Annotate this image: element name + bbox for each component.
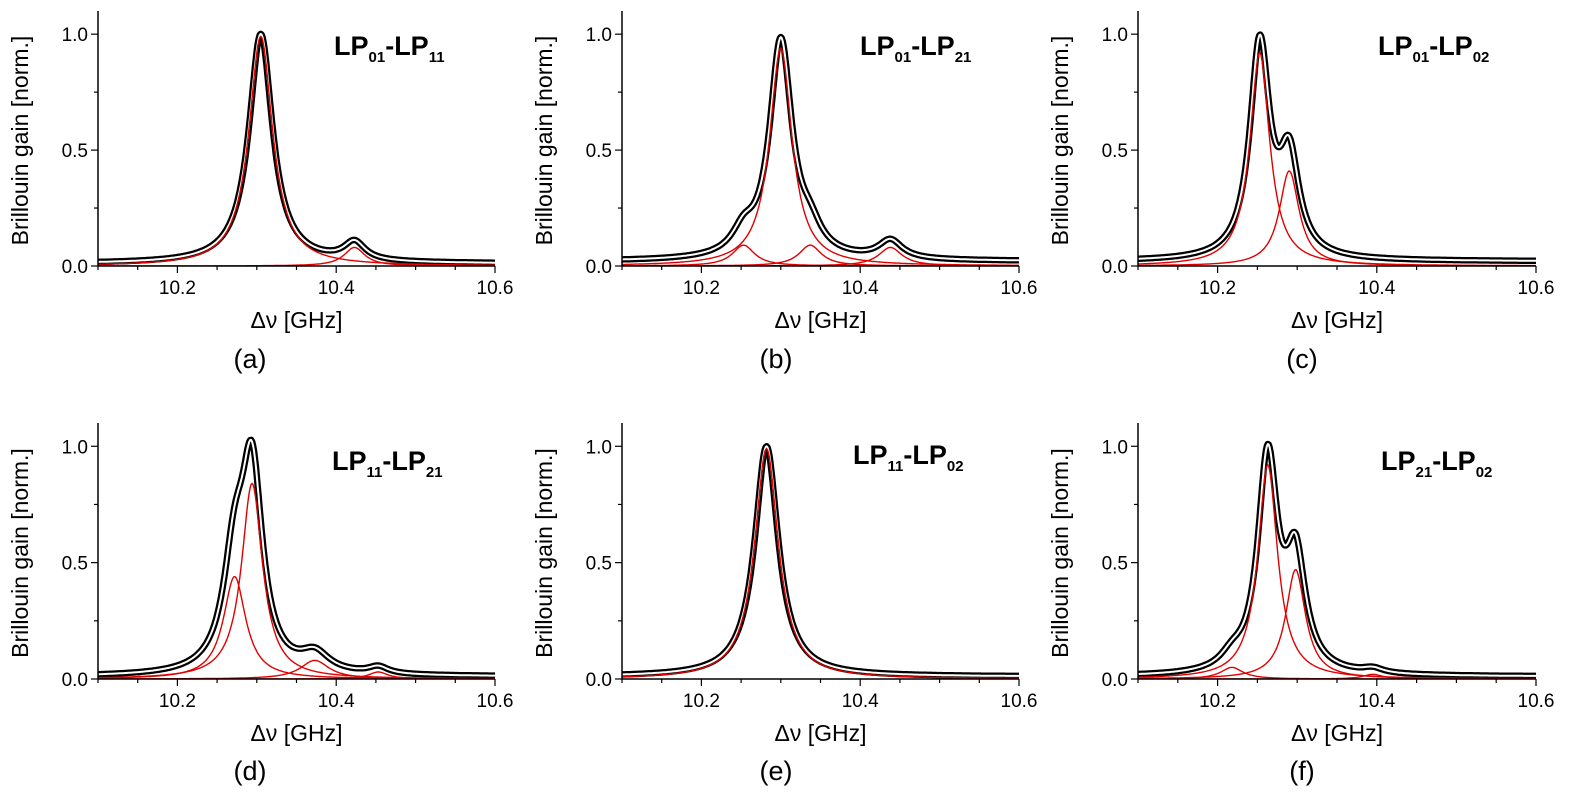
panel-label: (f) <box>1289 756 1314 786</box>
x-tick-label: 10.6 <box>477 278 514 299</box>
y-axis-label: Brillouin gain [norm.] <box>7 36 33 246</box>
measured-spectrum-outline <box>98 30 495 266</box>
y-tick-label: 0.5 <box>586 141 612 162</box>
chart-panel-6: 10.2 10.4 10.6 0.0 0.5 1.0 Δν [GHz] Brillouin g… <box>1047 423 1554 786</box>
x-tick-label: 10.4 <box>842 691 879 712</box>
y-axis-label: Brillouin gain [norm.] <box>531 448 557 658</box>
panel-label: (d) <box>234 756 267 786</box>
y-tick-label: 0.5 <box>586 554 612 575</box>
x-tick-label: 10.2 <box>1199 278 1236 299</box>
y-tick-label: 0.0 <box>1102 257 1128 278</box>
fit-peak-1 <box>622 46 1019 266</box>
x-tick-label: 10.4 <box>1358 691 1395 712</box>
fit-peak-1 <box>98 35 495 266</box>
chart-panel-1: 10.2 10.4 10.6 0.0 0.5 1.0 Δν [GHz] Brillouin g… <box>7 11 513 374</box>
panel-label: (e) <box>760 756 793 786</box>
y-tick-label: 0.0 <box>1102 670 1128 691</box>
x-tick-label: 10.2 <box>1199 691 1236 712</box>
y-tick-label: 0.5 <box>62 141 88 162</box>
fit-peak-1 <box>1138 463 1536 679</box>
x-tick-label: 10.4 <box>318 691 355 712</box>
measured-spectrum-outline <box>622 33 1019 264</box>
x-tick-label: 10.2 <box>159 691 196 712</box>
y-tick-label: 0.5 <box>62 554 88 575</box>
mode-pair-title: LP11-LP21 <box>332 446 443 481</box>
x-tick-label: 10.6 <box>1001 278 1038 299</box>
mode-pair-title: LP01-LP11 <box>334 31 445 66</box>
measured-spectrum-core <box>98 438 495 677</box>
chart-panel-4: 10.2 10.4 10.6 0.0 0.5 1.0 Δν [GHz] Brillouin g… <box>7 423 513 786</box>
x-axis-label: Δν [GHz] <box>774 307 866 333</box>
x-tick-label: 10.6 <box>1518 691 1555 712</box>
y-axis-label: Brillouin gain [norm.] <box>7 448 33 658</box>
measured-spectrum-outline <box>622 443 1019 679</box>
fit-peak-1 <box>622 447 1019 679</box>
x-axis-label: Δν [GHz] <box>250 307 342 333</box>
x-tick-label: 10.2 <box>159 278 196 299</box>
panel-label: (a) <box>234 344 267 374</box>
measured-spectrum-core <box>98 32 495 264</box>
x-tick-label: 10.4 <box>318 278 355 299</box>
x-axis-label: Δν [GHz] <box>250 720 342 746</box>
x-tick-label: 10.4 <box>1358 278 1395 299</box>
measured-spectrum-core <box>1138 33 1536 262</box>
panel-label: (b) <box>760 344 793 374</box>
measured-spectrum-core <box>622 445 1019 677</box>
x-tick-label: 10.6 <box>1518 278 1555 299</box>
chart-panel-2: 10.2 10.4 10.6 0.0 0.5 1.0 Δν [GHz] Brillouin g… <box>531 11 1037 374</box>
x-axis-label: Δν [GHz] <box>1291 307 1383 333</box>
x-tick-label: 10.6 <box>1001 691 1038 712</box>
y-tick-label: 1.0 <box>586 25 612 46</box>
y-tick-label: 1.0 <box>62 25 88 46</box>
panel-label: (c) <box>1286 344 1317 374</box>
mode-pair-title: LP01-LP02 <box>1378 31 1489 66</box>
y-axis-label: Brillouin gain [norm.] <box>531 36 557 246</box>
y-tick-label: 0.0 <box>586 257 612 278</box>
measured-spectrum-outline <box>1138 31 1536 264</box>
x-axis-label: Δν [GHz] <box>1291 720 1383 746</box>
y-tick-label: 0.0 <box>62 257 88 278</box>
y-tick-label: 0.5 <box>1102 554 1128 575</box>
chart-panel-3: 10.2 10.4 10.6 0.0 0.5 1.0 Δν [GHz] Brillouin g… <box>1047 11 1554 374</box>
mode-pair-title: LP21-LP02 <box>1381 446 1492 481</box>
x-tick-label: 10.6 <box>477 691 514 712</box>
y-tick-label: 1.0 <box>586 437 612 458</box>
measured-spectrum-core <box>622 36 1019 262</box>
x-tick-label: 10.4 <box>842 278 879 299</box>
y-tick-label: 0.0 <box>62 670 88 691</box>
measured-spectrum-core <box>1138 443 1536 677</box>
y-axis-label: Brillouin gain [norm.] <box>1047 36 1073 246</box>
x-axis-label: Δν [GHz] <box>774 720 866 746</box>
x-tick-label: 10.2 <box>683 278 720 299</box>
y-tick-label: 1.0 <box>1102 437 1128 458</box>
mode-pair-title: LP11-LP02 <box>853 440 964 475</box>
y-tick-label: 0.5 <box>1102 141 1128 162</box>
y-axis-label: Brillouin gain [norm.] <box>1047 448 1073 658</box>
y-tick-label: 1.0 <box>1102 25 1128 46</box>
y-tick-label: 0.0 <box>586 670 612 691</box>
y-tick-label: 1.0 <box>62 437 88 458</box>
mode-pair-title: LP01-LP21 <box>860 31 971 66</box>
fit-peak-1 <box>1138 52 1536 266</box>
chart-panel-5: 10.2 10.4 10.6 0.0 0.5 1.0 Δν [GHz] Brillouin g… <box>531 423 1037 786</box>
x-tick-label: 10.2 <box>683 691 720 712</box>
